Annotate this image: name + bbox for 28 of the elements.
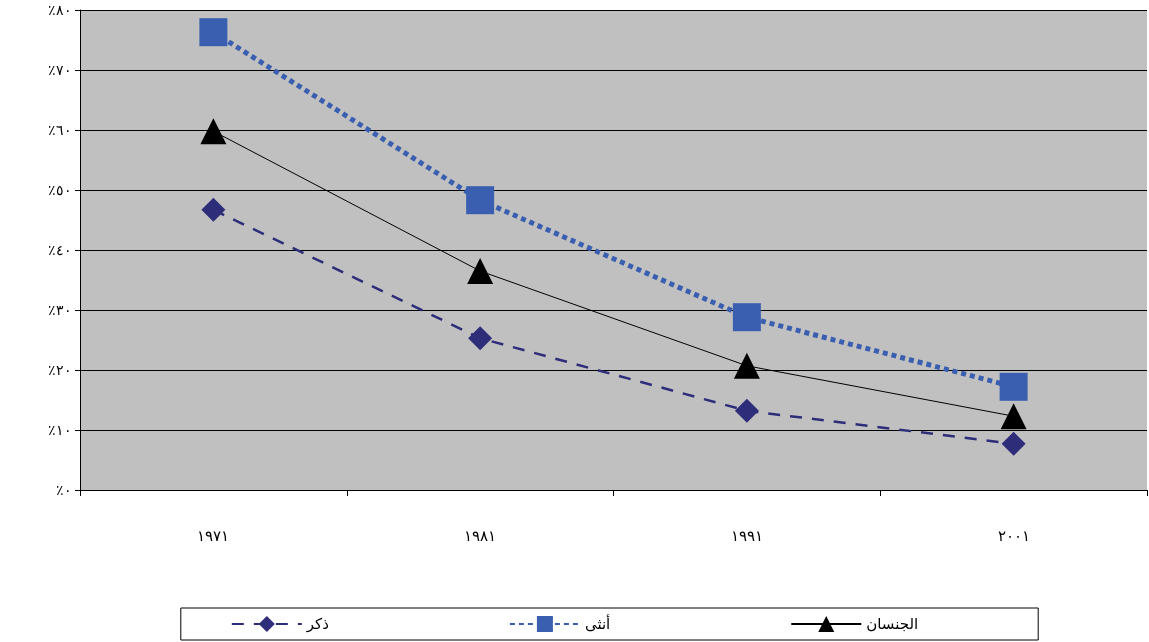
x-tick-label: ١٩٨١ [464,526,497,545]
point [200,118,227,145]
y-tick-label: ٪٧٠ [48,62,72,78]
legend-label: أنثى [584,614,611,633]
point [201,197,226,222]
y-tick-label: ٪٠ [56,482,72,498]
point [467,258,494,284]
y-tick-label: ٪٤٠ [48,242,72,258]
y-tick-label: ٪٣٠ [48,302,72,318]
legend-label: ذكر [305,615,329,633]
point [468,326,493,351]
legend-label: الجنسان [866,615,919,633]
point [199,18,228,47]
point [1001,431,1026,456]
y-tick-label: ٪٢٠ [48,362,72,378]
y-tick-label: ٪١٠ [48,422,72,438]
point [734,398,759,423]
y-tick-label: ٪٨٠ [48,2,72,18]
point [466,186,495,215]
point [1000,403,1027,430]
point [732,303,761,332]
x-tick-label: ٢٠٠١ [997,526,1030,545]
y-tick-label: ٪٦٠ [48,122,72,138]
point [733,352,760,379]
y-tick-label: ٪٥٠ [48,182,72,198]
x-tick-label: ١٩٩١ [730,526,763,545]
point [999,372,1028,401]
x-tick-label: ١٩٧١ [197,526,230,545]
